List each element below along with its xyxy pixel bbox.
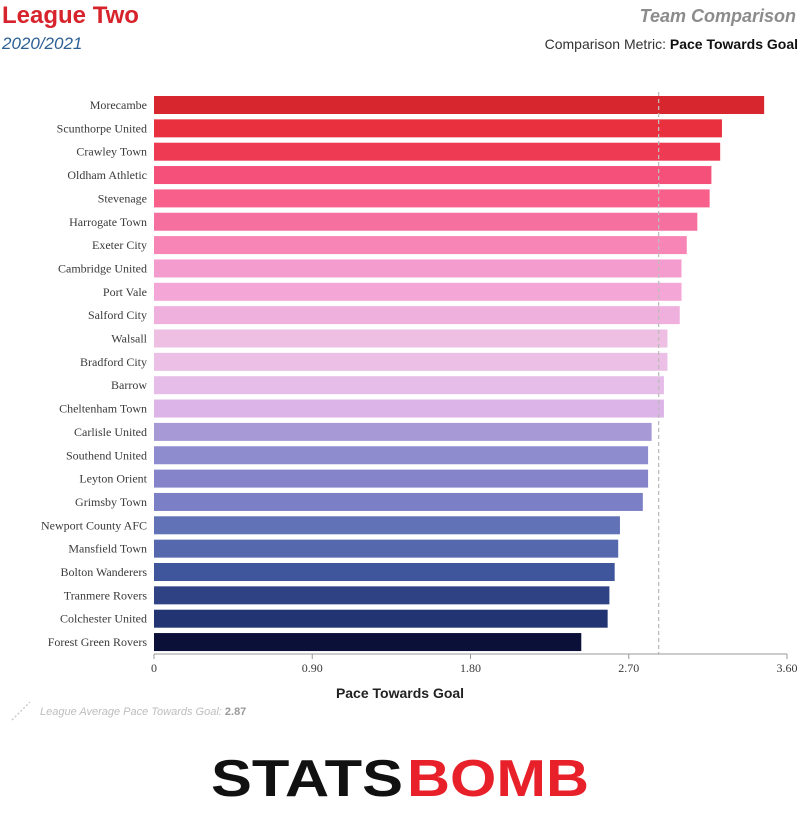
season-label: 2020/2021 [2, 34, 83, 53]
bar [154, 189, 710, 208]
category-label: Forest Green Rovers [48, 635, 148, 649]
category-label: Port Vale [103, 285, 147, 299]
category-label: Colchester United [60, 612, 147, 626]
bar [154, 609, 608, 628]
bar [154, 563, 615, 581]
bar [154, 516, 620, 535]
bar-chart: Morecambe Scunthorpe United Crawley Town Ol… [41, 92, 798, 675]
category-label: Grimsby Town [75, 495, 147, 509]
bar [154, 586, 610, 605]
metric-prefix: Comparison Metric: [544, 36, 666, 52]
bar [154, 376, 664, 395]
category-label: Southend United [66, 448, 147, 462]
league-average-value: 2.87 [224, 706, 247, 718]
bar [154, 306, 680, 325]
category-label: Salford City [88, 308, 147, 322]
league-title: League Two [2, 2, 139, 29]
category-label: Walsall [111, 332, 147, 346]
comparison-metric: Comparison Metric: Pace Towards Goal [545, 36, 798, 52]
category-label: Mansfield Town [68, 542, 147, 556]
category-label: Bradford City [80, 355, 147, 369]
bar [154, 399, 664, 418]
metric-name: Pace Towards Goal [669, 36, 798, 52]
category-label: Tranmere Rovers [64, 588, 148, 602]
category-label: Barrow [111, 378, 147, 392]
bar [154, 212, 698, 231]
x-tick-label: 3.60 [777, 661, 798, 675]
bar [154, 446, 649, 465]
reference-line-legend-icon [11, 701, 31, 721]
bar [154, 539, 619, 558]
comparison-title: Team Comparison [639, 6, 796, 26]
bar [154, 142, 721, 161]
category-label: Harrogate Town [69, 215, 147, 229]
bar [154, 633, 582, 652]
category-label: Carlisle United [74, 425, 147, 439]
league-average-label: League Average Pace Towards Goal: [40, 706, 222, 718]
category-label: Leyton Orient [79, 472, 147, 486]
category-label: Cambridge United [58, 261, 147, 275]
bar [154, 352, 668, 371]
bar [154, 469, 649, 488]
statsbomb-logo: STATS BOMB [211, 750, 589, 804]
x-tick-label: 0.90 [302, 661, 323, 675]
x-axis-label: Pace Towards Goal [335, 685, 465, 701]
bar [154, 282, 682, 301]
bar [154, 259, 682, 278]
category-label: Newport County AFC [41, 518, 147, 532]
category-label: Exeter City [92, 238, 147, 252]
x-tick-label: 1.80 [460, 661, 481, 675]
logo-text-left: STATS [211, 750, 403, 804]
bar [154, 329, 668, 348]
logo-text-right: BOMB [407, 750, 589, 804]
category-label: Crawley Town [76, 145, 147, 159]
league-average-note: League Average Pace Towards Goal: 2.87 [40, 706, 246, 718]
category-label: Scunthorpe United [57, 121, 147, 135]
category-label: Cheltenham Town [59, 402, 147, 416]
x-tick-label: 2.70 [618, 661, 639, 675]
bar [154, 96, 765, 114]
bar [154, 166, 712, 185]
category-label: Bolton Wanderers [61, 565, 148, 579]
bar [154, 422, 652, 441]
x-tick-label: 0 [151, 661, 157, 675]
bar [154, 492, 643, 511]
bar [154, 236, 687, 255]
category-label: Morecambe [90, 98, 147, 112]
category-label: Oldham Athletic [67, 168, 147, 182]
bar [154, 119, 722, 138]
category-label: Stevenage [98, 191, 147, 205]
